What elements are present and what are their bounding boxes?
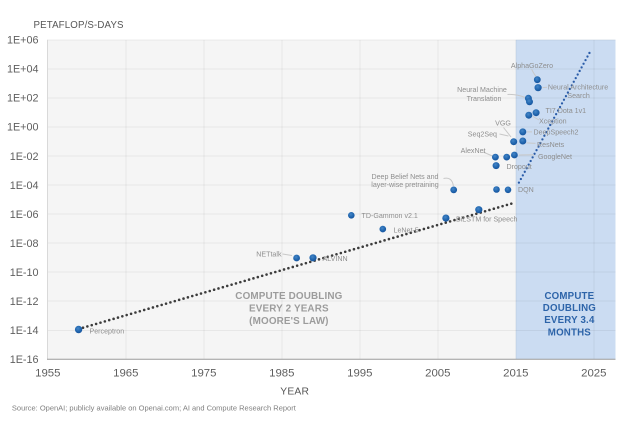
svg-text:COMPUTE DOUBLING: COMPUTE DOUBLING bbox=[235, 291, 342, 302]
svg-text:1E+02: 1E+02 bbox=[7, 93, 39, 105]
svg-text:MONTHS: MONTHS bbox=[548, 327, 592, 338]
svg-text:AlexNet: AlexNet bbox=[461, 147, 486, 155]
svg-text:(MOORE'S LAW): (MOORE'S LAW) bbox=[249, 316, 328, 327]
svg-text:Dropout: Dropout bbox=[507, 163, 532, 171]
svg-text:BiLSTM for Speech: BiLSTM for Speech bbox=[456, 216, 518, 224]
svg-text:1E-04: 1E-04 bbox=[10, 180, 39, 192]
svg-text:GoogleNet: GoogleNet bbox=[538, 153, 572, 161]
svg-text:Neural Machine: Neural Machine bbox=[457, 86, 507, 94]
svg-text:1E-10: 1E-10 bbox=[10, 267, 39, 279]
svg-text:EVERY 2 YEARS: EVERY 2 YEARS bbox=[249, 304, 329, 315]
svg-text:1E-12: 1E-12 bbox=[10, 296, 39, 308]
svg-text:VGG: VGG bbox=[495, 120, 511, 128]
svg-text:1E+06: 1E+06 bbox=[7, 35, 39, 47]
svg-text:Deep Belief Nets and: Deep Belief Nets and bbox=[371, 173, 438, 181]
svg-text:1975: 1975 bbox=[191, 367, 216, 379]
svg-text:Translation: Translation bbox=[467, 95, 502, 103]
svg-text:EVERY 3.4: EVERY 3.4 bbox=[544, 315, 595, 326]
svg-text:NETtalk: NETtalk bbox=[256, 251, 282, 259]
svg-text:Xception: Xception bbox=[539, 117, 567, 125]
svg-text:PETAFLOP/S-DAYS: PETAFLOP/S-DAYS bbox=[34, 20, 125, 31]
svg-text:DQN: DQN bbox=[518, 186, 534, 194]
svg-text:1E-16: 1E-16 bbox=[10, 354, 39, 366]
svg-text:2015: 2015 bbox=[503, 367, 528, 379]
svg-text:AlphaGoZero: AlphaGoZero bbox=[511, 62, 553, 70]
svg-text:1985: 1985 bbox=[269, 367, 294, 379]
svg-text:DOUBLING: DOUBLING bbox=[543, 303, 596, 314]
svg-text:Perceptron: Perceptron bbox=[90, 327, 125, 335]
svg-text:ALVINN: ALVINN bbox=[323, 255, 348, 263]
svg-text:1955: 1955 bbox=[35, 367, 60, 379]
svg-text:YEAR: YEAR bbox=[280, 386, 309, 397]
svg-text:1E-06: 1E-06 bbox=[10, 209, 39, 221]
svg-text:1965: 1965 bbox=[113, 367, 138, 379]
svg-text:ResNets: ResNets bbox=[537, 141, 565, 149]
svg-text:1E-14: 1E-14 bbox=[10, 325, 39, 337]
svg-text:Source: OpenAI; publicly avail: Source: OpenAI; publicly available on Op… bbox=[12, 403, 297, 412]
svg-text:1995: 1995 bbox=[347, 367, 372, 379]
svg-text:TD-Gammon v2.1: TD-Gammon v2.1 bbox=[362, 212, 418, 220]
svg-text:Search: Search bbox=[567, 92, 590, 100]
svg-text:layer-wise pretraining: layer-wise pretraining bbox=[371, 181, 438, 189]
svg-text:1E+04: 1E+04 bbox=[7, 64, 39, 76]
svg-text:1E-02: 1E-02 bbox=[10, 151, 39, 163]
svg-text:LeNet-5: LeNet-5 bbox=[394, 226, 419, 234]
svg-text:2005: 2005 bbox=[425, 367, 450, 379]
svg-text:Neural Architecture: Neural Architecture bbox=[548, 83, 608, 91]
svg-text:Seq2Seq: Seq2Seq bbox=[468, 131, 497, 139]
svg-text:TI7 Dota 1v1: TI7 Dota 1v1 bbox=[546, 107, 587, 115]
svg-text:DeepSpeech2: DeepSpeech2 bbox=[534, 128, 579, 136]
svg-text:1E-08: 1E-08 bbox=[10, 238, 39, 250]
svg-text:2025: 2025 bbox=[581, 367, 606, 379]
svg-text:1E+00: 1E+00 bbox=[7, 122, 39, 134]
svg-text:COMPUTE: COMPUTE bbox=[544, 291, 594, 302]
